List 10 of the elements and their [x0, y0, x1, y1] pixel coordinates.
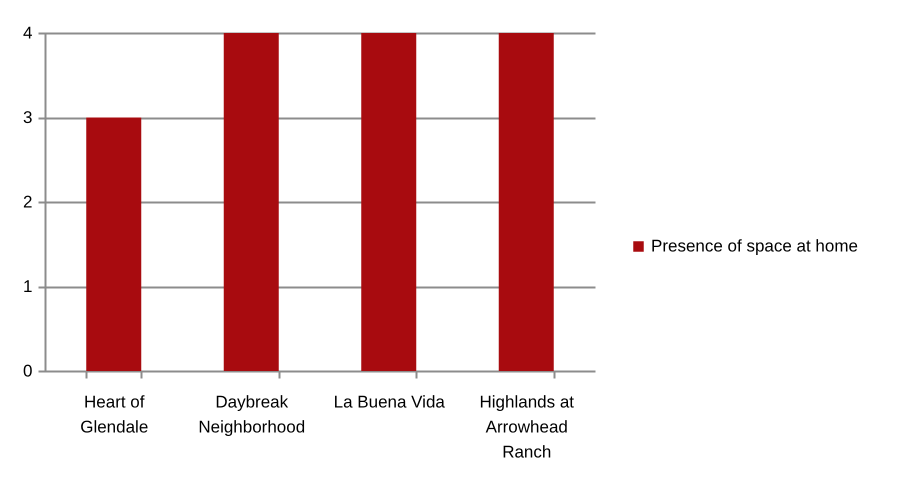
x-tick-label: Highlands at Arrowhead Ranch: [479, 392, 574, 462]
legend-label: Presence of space at home: [651, 236, 858, 256]
x-tick-label: Daybreak Neighborhood: [198, 392, 306, 436]
x-tick-label: La Buena Vida: [334, 392, 446, 412]
y-tick-label: 0: [23, 362, 32, 380]
y-tick-label: 3: [23, 108, 32, 127]
x-tick-label: Heart of Glendale: [80, 392, 148, 436]
y-tick-label: 1: [23, 277, 32, 296]
y-tick-label: 4: [23, 24, 32, 42]
y-tick-label: 2: [23, 192, 32, 212]
